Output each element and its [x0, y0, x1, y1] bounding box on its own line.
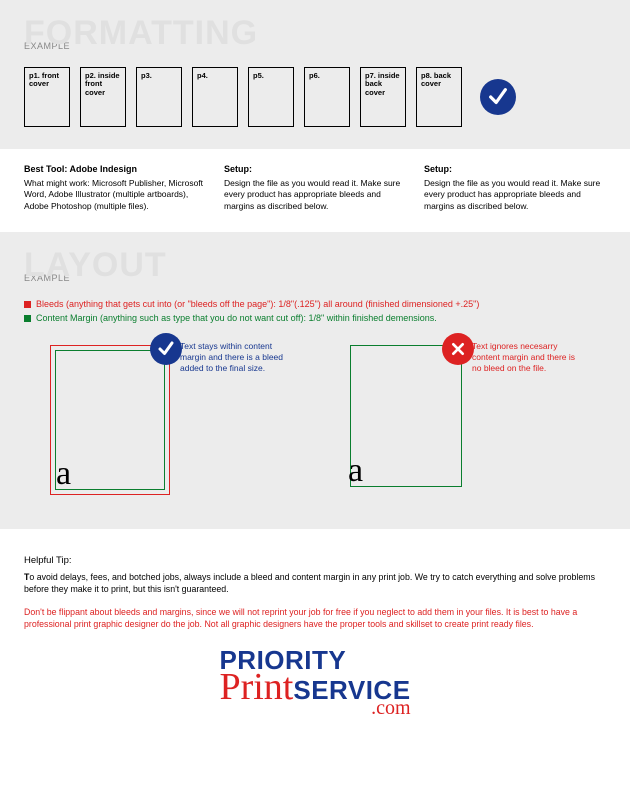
col-setup1: Setup: Design the file as you would read…	[224, 163, 406, 213]
tip-section: Helpful Tip: To avoid delays, fees, and …	[0, 529, 630, 727]
margin-bullet: Content Margin (anything such as type th…	[24, 313, 606, 323]
page-label: p6.	[309, 71, 320, 80]
red-square-icon	[24, 301, 31, 308]
page-label: p8. back cover	[421, 71, 451, 89]
pages-row: p1. front cover p2. inside front cover p…	[24, 67, 606, 127]
page-label: p3.	[141, 71, 152, 80]
col-heading: Setup:	[424, 163, 606, 175]
tip-body: To avoid delays, fees, and botched jobs,…	[24, 572, 606, 596]
good-text: Text stays within content margin and the…	[180, 341, 290, 374]
col-setup2: Setup: Design the file as you would read…	[424, 163, 606, 213]
page-box: p2. inside front cover	[80, 67, 126, 127]
col-heading: Setup:	[224, 163, 406, 175]
page-box: p4.	[192, 67, 238, 127]
margin-border	[55, 350, 165, 490]
layout-title: LAYOUT	[24, 250, 606, 281]
page-box: p1. front cover	[24, 67, 70, 127]
demo-row: a Text stays within content margin and t…	[50, 345, 606, 495]
page-label: p4.	[197, 71, 208, 80]
tip-heading: Helpful Tip:	[24, 555, 606, 566]
page-box: p8. back cover	[416, 67, 462, 127]
page-box: p5.	[248, 67, 294, 127]
sample-letter: a	[56, 455, 71, 493]
good-example: a Text stays within content margin and t…	[50, 345, 290, 495]
checkmark-icon	[150, 333, 182, 365]
margin-text: Content Margin (anything such as type th…	[36, 313, 437, 323]
layout-section: LAYOUT EXAMPLE Bleeds (anything that get…	[0, 232, 630, 529]
tip-body-text: o avoid delays, fees, and botched jobs, …	[24, 572, 595, 594]
bad-example: a Text ignores necesarry content margin …	[350, 345, 582, 495]
sample-letter: a	[348, 452, 363, 490]
col-tools: Best Tool: Adobe Indesign What might wor…	[24, 163, 206, 213]
page-box: p3.	[136, 67, 182, 127]
margin-border	[350, 345, 462, 487]
checkmark-icon	[480, 79, 516, 115]
green-square-icon	[24, 315, 31, 322]
page-label: p1. front cover	[29, 71, 59, 89]
page-label: p2. inside front cover	[85, 71, 120, 97]
bad-text: Text ignores necesarry content margin an…	[472, 341, 582, 374]
bad-box: a	[350, 345, 462, 487]
col-body: Design the file as you would read it. Ma…	[224, 178, 406, 212]
formatting-columns: Best Tool: Adobe Indesign What might wor…	[0, 149, 630, 233]
formatting-section: FORMATTING EXAMPLE p1. front cover p2. i…	[0, 0, 630, 149]
logo: PRIORITY PrintSERVICE .com	[24, 649, 606, 716]
page-box: p7. inside back cover	[360, 67, 406, 127]
logo-line2a: Print	[219, 666, 293, 708]
page-label: p5.	[253, 71, 264, 80]
tip-warning: Don't be flippant about bleeds and margi…	[24, 607, 606, 631]
col-body: Design the file as you would read it. Ma…	[424, 178, 606, 212]
bleed-text: Bleeds (anything that gets cut into (or …	[36, 299, 479, 309]
page-label: p7. inside back cover	[365, 71, 400, 97]
page-box: p6.	[304, 67, 350, 127]
bleed-bullet: Bleeds (anything that gets cut into (or …	[24, 299, 606, 309]
x-icon	[442, 333, 474, 365]
formatting-title: FORMATTING	[24, 18, 606, 49]
good-box: a	[50, 345, 170, 495]
col-body: What might work: Microsoft Publisher, Mi…	[24, 178, 206, 212]
col-heading: Best Tool: Adobe Indesign	[24, 163, 206, 175]
